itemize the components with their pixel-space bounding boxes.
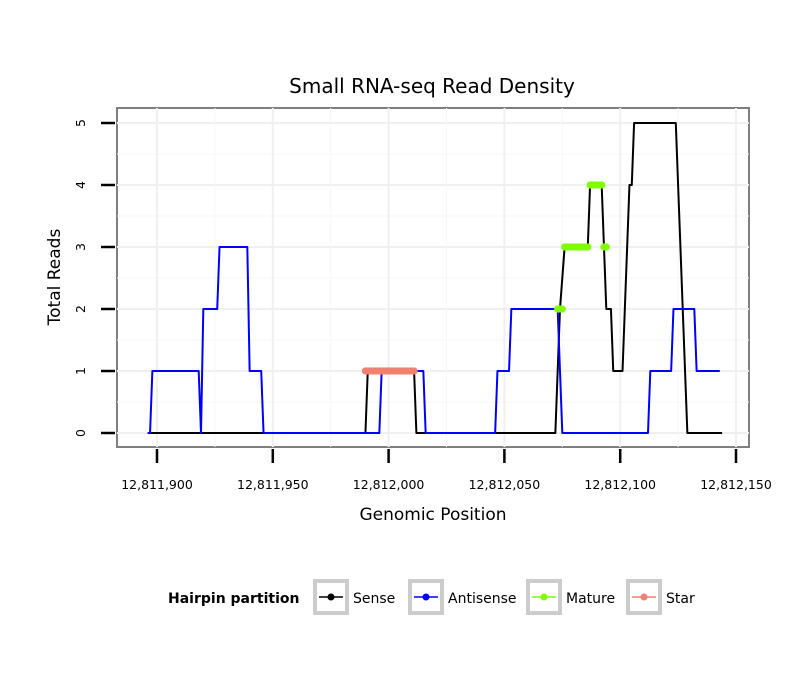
chart-title: Small RNA-seq Read Density [289,74,575,98]
legend-entry-antisense: Antisense [408,579,517,615]
legend-entry-sense: Sense [313,579,395,615]
legend-entry-mature: Mature [526,579,615,615]
y-tick-label: 2 [73,305,88,313]
legend-key-point [327,593,335,601]
y-tick-label: 1 [73,367,88,375]
series-line-antisense [147,246,720,434]
legend-title: Hairpin partition [168,591,299,607]
data-point-mature [598,181,606,189]
series-layer [147,122,723,434]
y-tick-label: 3 [73,243,88,251]
data-point-mature [558,305,566,313]
data-point-mature [602,243,610,251]
legend-entry-star: Star [626,579,695,615]
y-tick-label: 0 [73,429,88,437]
x-tick-label: 12,811,900 [121,477,193,492]
data-point-star [410,367,418,375]
y-axis-title: Total Reads [45,229,65,327]
legend-key-point [540,593,548,601]
legend-key-point [422,593,430,601]
legend-label: Antisense [448,591,517,607]
x-tick-label: 12,811,950 [237,477,309,492]
x-tick-label: 12,812,100 [584,477,656,492]
legend-label: Star [666,591,695,607]
legend: Hairpin partition Sense Antisense Mature St… [168,579,695,615]
legend-label: Mature [566,591,615,607]
x-tick-label: 12,812,150 [700,477,772,492]
x-axis-title: Genomic Position [359,505,506,525]
y-tick-label: 5 [73,119,88,127]
y-tick-label: 4 [73,181,88,189]
x-tick-label: 12,812,000 [353,477,425,492]
legend-label: Sense [353,591,395,607]
data-point-mature [584,243,592,251]
x-tick-label: 12,812,050 [469,477,541,492]
axes: 12,811,900 12,811,950 12,812,000 12,812,050… [73,119,772,492]
legend-key-point [640,593,648,601]
legend-entries: Sense Antisense Mature Star [313,579,695,615]
